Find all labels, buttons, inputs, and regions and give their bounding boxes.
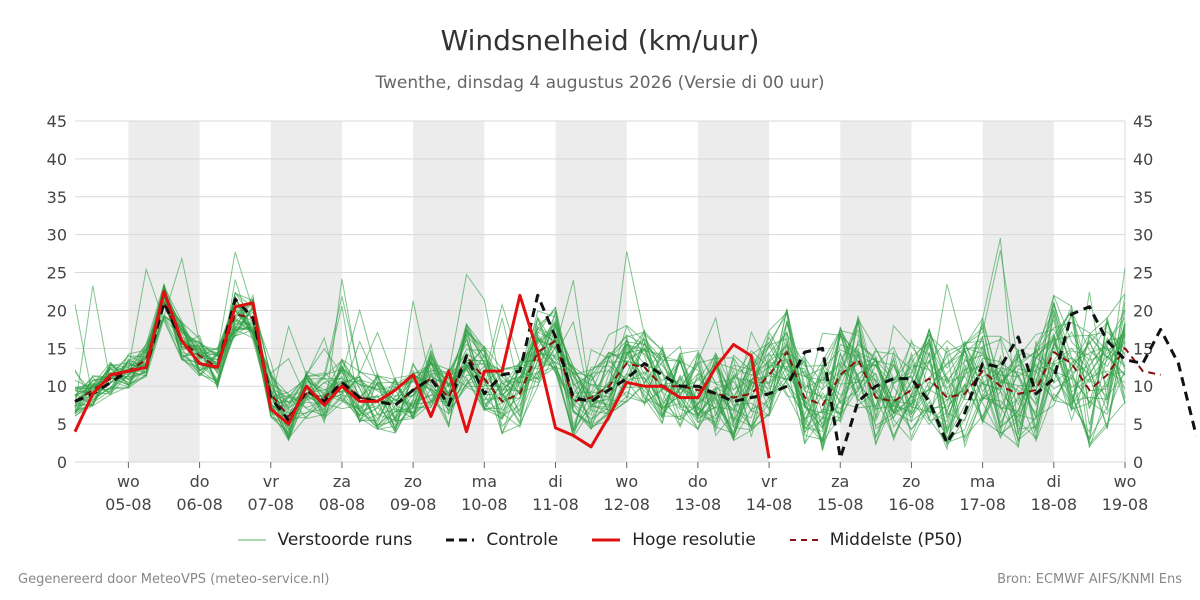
x-tick-date-label: 16-08 (888, 495, 935, 514)
legend-swatch-high-res (592, 538, 621, 542)
chart-legend: Verstoorde runs Controle Hoge resolutie … (0, 530, 1200, 550)
x-tick-day-label: zo (902, 472, 920, 491)
x-tick-date-label: 15-08 (817, 495, 864, 514)
y-tick-label-right: 0 (1133, 453, 1143, 472)
y-tick-label-left: 10 (47, 377, 67, 396)
x-tick-date-label: 17-08 (959, 495, 1006, 514)
legend-item-median: Middelste (P50) (789, 530, 963, 550)
x-tick-date-label: 12-08 (603, 495, 650, 514)
y-tick-label-left: 45 (47, 112, 67, 131)
x-tick-day-label: do (688, 472, 708, 491)
y-tick-label-right: 15 (1133, 339, 1153, 358)
ensemble-member-line (74, 251, 1126, 439)
x-tick-date-label: 10-08 (461, 495, 508, 514)
legend-swatch-median (789, 539, 818, 541)
y-tick-label-right: 5 (1133, 415, 1143, 434)
high-res-series-line (73, 290, 771, 459)
y-tick-label-left: 40 (47, 150, 67, 169)
ensemble-member-line (74, 296, 1126, 441)
x-tick-day-label: wo (615, 472, 638, 491)
legend-item-control: Controle (446, 530, 558, 550)
x-tick-day-label: ma (472, 472, 497, 491)
y-tick-label-right: 30 (1133, 226, 1153, 245)
x-tick-date-label: 08-08 (319, 495, 366, 514)
y-tick-label-right: 35 (1133, 188, 1153, 207)
x-tick-day-label: ma (970, 472, 995, 491)
footer-source: Bron: ECMWF AIFS/KNMI Ens (997, 572, 1182, 587)
legend-item-high-res: Hoge resolutie (592, 530, 756, 550)
x-tick-day-label: di (1047, 472, 1062, 491)
x-tick-date-label: 09-08 (390, 495, 437, 514)
legend-label-median: Middelste (P50) (829, 530, 963, 550)
ensemble-member-line (74, 288, 1126, 445)
y-tick-label-right: 20 (1133, 301, 1153, 320)
x-tick-day-label: wo (117, 472, 140, 491)
x-tick-date-label: 18-08 (1031, 495, 1078, 514)
ensemble-member-line (74, 256, 1126, 448)
x-tick-date-label: 11-08 (532, 495, 579, 514)
y-tick-label-left: 20 (47, 301, 67, 320)
x-tick-date-label: 06-08 (176, 495, 223, 514)
x-tick-day-label: zo (404, 472, 422, 491)
x-tick-date-label: 13-08 (675, 495, 722, 514)
legend-item-ensemble: Verstoorde runs (237, 530, 413, 550)
control-series-line (74, 293, 1198, 460)
y-tick-label-right: 40 (1133, 150, 1153, 169)
y-tick-label-right: 45 (1133, 112, 1153, 131)
x-tick-day-label: wo (1114, 472, 1137, 491)
legend-swatch-control (446, 538, 475, 542)
y-tick-label-left: 0 (57, 453, 67, 472)
legend-label-high-res: Hoge resolutie (632, 530, 756, 550)
median-series-line (74, 301, 1161, 418)
y-tick-label-left: 30 (47, 226, 67, 245)
x-tick-date-label: 19-08 (1102, 495, 1149, 514)
y-tick-label-left: 25 (47, 264, 67, 283)
x-tick-day-label: do (190, 472, 210, 491)
legend-swatch-ensemble (237, 539, 266, 541)
x-tick-day-label: za (831, 472, 849, 491)
y-tick-label-right: 10 (1133, 377, 1153, 396)
y-tick-label-left: 15 (47, 339, 67, 358)
x-tick-date-label: 07-08 (248, 495, 295, 514)
ensemble-member-line (74, 268, 1126, 449)
x-tick-date-label: 14-08 (746, 495, 793, 514)
ensemble-member-line (74, 285, 1126, 432)
legend-label-ensemble: Verstoorde runs (277, 530, 413, 550)
y-tick-label-left: 5 (57, 415, 67, 434)
legend-label-control: Controle (486, 530, 559, 550)
x-tick-day-label: vr (761, 472, 777, 491)
y-tick-label-right: 25 (1133, 264, 1153, 283)
ensemble-member-line (74, 280, 1126, 443)
y-tick-label-left: 35 (47, 188, 67, 207)
x-tick-day-label: za (333, 472, 351, 491)
x-tick-day-label: vr (263, 472, 279, 491)
chart-subtitle: Twenthe, dinsdag 4 augustus 2026 (Versie… (375, 73, 825, 93)
chart-title: Windsnelheid (km/uur) (440, 24, 760, 57)
x-tick-date-label: 05-08 (105, 495, 152, 514)
ensemble-member-line (74, 314, 1126, 447)
footer-generated-by: Gegenereerd door MeteoVPS (meteo-service… (18, 572, 330, 587)
x-tick-day-label: di (548, 472, 563, 491)
